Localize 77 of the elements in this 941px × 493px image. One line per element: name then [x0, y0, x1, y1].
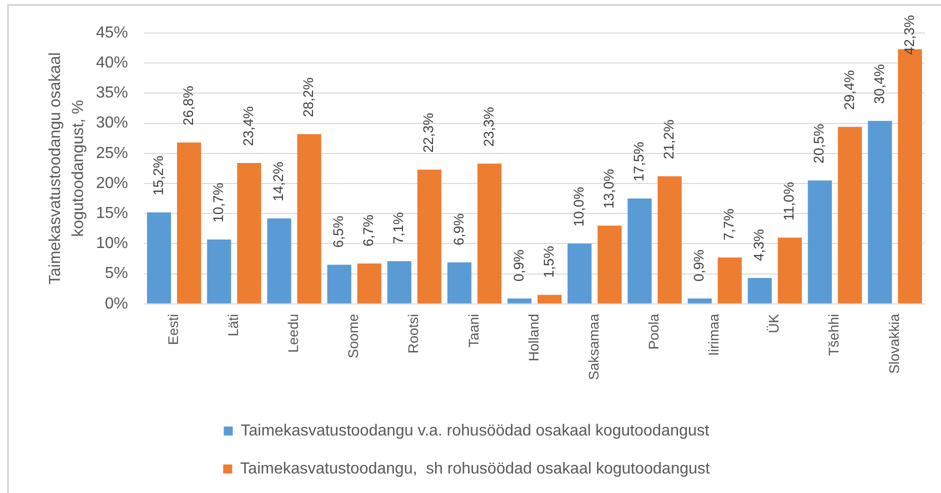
data-label: 10,7%	[210, 182, 226, 222]
bar	[688, 298, 712, 304]
bar	[748, 278, 772, 304]
y-tick-label: 40%	[96, 54, 128, 72]
x-tick-label: Taani	[465, 314, 482, 348]
x-tick-label: Soome	[345, 314, 362, 358]
bar	[538, 294, 562, 304]
bar	[177, 142, 202, 304]
y-tick-label: 20%	[96, 174, 128, 192]
data-label: 29,4%	[840, 70, 857, 110]
data-label: 0,9%	[510, 250, 526, 282]
y-tick-label: 0%	[104, 295, 128, 312]
data-label: 23,4%	[240, 106, 256, 146]
bar	[507, 298, 532, 304]
data-label: 6,5%	[330, 216, 346, 248]
bar	[327, 264, 352, 304]
x-tick-label: ÜK	[766, 313, 782, 334]
data-label: 6,9%	[450, 213, 466, 246]
data-label: 10,0%	[570, 186, 586, 227]
data-label: 15,2%	[150, 156, 166, 196]
y-tick-label: 15%	[96, 204, 128, 222]
x-tick-label: Eesti	[164, 314, 181, 345]
data-label: 22,3%	[420, 112, 436, 153]
bar	[297, 134, 322, 304]
bar	[147, 212, 172, 304]
x-tick-label: Iirimaa	[706, 314, 722, 356]
data-label: 4,3%	[750, 229, 767, 261]
bar	[357, 264, 382, 304]
data-label: 17,5%	[630, 142, 646, 182]
bar	[447, 262, 472, 304]
data-label: 14,2%	[270, 162, 286, 202]
data-label: 7,1%	[390, 212, 406, 244]
x-tick-label: Slovakkia	[886, 314, 902, 374]
bar	[598, 226, 622, 304]
x-tick-label: Rootsi	[405, 314, 422, 354]
bar	[868, 120, 892, 304]
bar	[808, 180, 832, 304]
data-label: 42,3%	[900, 14, 917, 55]
x-tick-label: Tšehhi	[826, 314, 842, 356]
data-label: 26,8%	[180, 86, 196, 126]
y-tick-label: 25%	[96, 144, 128, 162]
data-label: 1,5%	[540, 246, 556, 278]
data-label: 7,7%	[720, 208, 737, 241]
x-tick-label: Läti	[224, 314, 241, 336]
data-label: 11,0%	[780, 182, 797, 221]
x-tick-label: Leedu	[285, 314, 302, 353]
data-label: 6,7%	[360, 214, 376, 247]
bar	[207, 239, 232, 304]
y-tick-label: 5%	[104, 265, 128, 282]
data-label: 20,5%	[810, 124, 827, 164]
data-label: 21,2%	[660, 120, 677, 160]
bar	[778, 238, 802, 304]
bar	[477, 164, 502, 304]
y-tick-label: 35%	[96, 84, 128, 102]
y-tick-label: 45%	[96, 24, 128, 42]
legend-label: Taimekasvatustoodangu, sh rohusöödad osakaal kogutoodangust	[240, 460, 710, 478]
x-tick-label: Saksamaa	[585, 314, 602, 380]
bar	[628, 198, 652, 304]
data-label: 13,0%	[600, 168, 616, 209]
legend-label: Taimekasvatustoodangu v.a. rohusöödad osakaal kogutoodangust	[240, 422, 710, 440]
y-axis-title: Taimekasvatustoodangu osakaal kogutoodangust, %	[47, 52, 88, 285]
y-tick-label: 30%	[96, 114, 128, 132]
bar	[267, 218, 292, 304]
bar	[387, 261, 412, 304]
x-tick-label: Holland	[525, 314, 542, 362]
data-label: 28,2%	[300, 77, 316, 118]
bar	[237, 163, 262, 304]
data-label: 0,9%	[690, 250, 707, 282]
bar	[568, 244, 592, 304]
y-tick-label: 10%	[96, 235, 128, 252]
bar	[718, 258, 742, 304]
data-label: 30,4%	[870, 64, 887, 104]
bar	[658, 176, 682, 304]
data-label: 23,3%	[480, 106, 496, 147]
bar	[838, 126, 862, 304]
x-tick-label: Poola	[646, 314, 662, 350]
bar	[417, 170, 442, 304]
